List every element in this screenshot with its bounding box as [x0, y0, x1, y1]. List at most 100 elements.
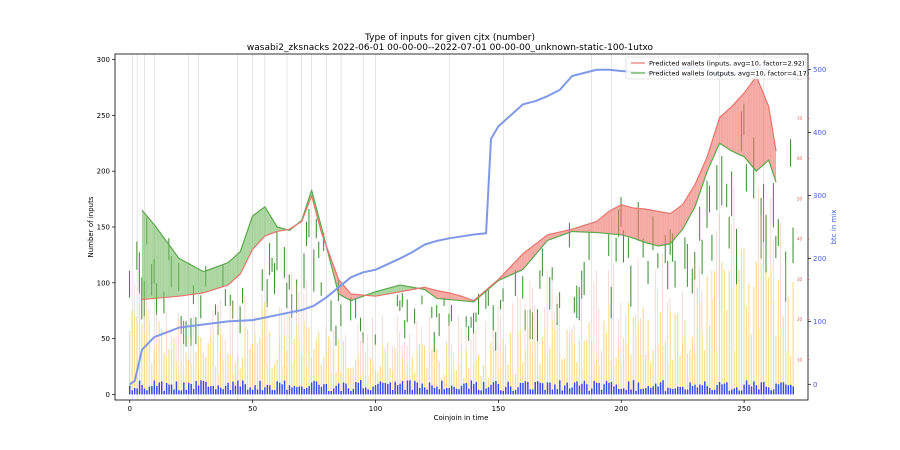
bar-yellow-182	[576, 361, 578, 382]
fill-segment-481	[733, 103, 735, 153]
bar-blue-261	[770, 390, 772, 395]
bar-yellow-211	[647, 319, 649, 387]
fill-segment-414	[650, 210, 652, 245]
bar-pink-22	[183, 319, 184, 369]
fill-segment-421	[659, 211, 661, 246]
fill-segment-454	[699, 170, 702, 193]
bar-yellow-233	[701, 330, 703, 386]
bar-blue-51	[254, 385, 256, 395]
bar-green-269	[790, 139, 792, 167]
bar-green-160	[522, 276, 524, 299]
bar-pink-6	[143, 296, 145, 333]
bar-blue-153	[504, 386, 507, 395]
bar-yellow-51	[254, 334, 256, 386]
bar-yellow-191	[598, 365, 600, 383]
fill-segment-2	[144, 213, 146, 300]
y3-tick-label-6: 70	[797, 116, 803, 121]
fill-segment-196	[382, 289, 385, 295]
fill-segment-512	[771, 121, 773, 172]
bar-blue-120	[423, 387, 426, 395]
bar-yellow-146	[487, 377, 489, 388]
fill-segment-457	[703, 162, 705, 182]
y-tick-label-3: 150	[97, 224, 110, 232]
bar-yellow-189	[593, 363, 595, 381]
bar-yellow-17	[170, 348, 172, 385]
fill-segment-386	[616, 206, 618, 235]
bar-blue-245	[731, 389, 733, 395]
bar-blue-16	[168, 384, 170, 395]
bar-yellow-79	[323, 357, 325, 385]
fill-segment-111	[278, 227, 280, 232]
fill-segment-380	[608, 210, 611, 234]
fill-segment-504	[761, 88, 763, 167]
bar-yellow-220	[669, 309, 671, 389]
bar-blue-46	[242, 380, 244, 395]
fill-segment-197	[384, 289, 386, 295]
fill-segment-209	[398, 285, 401, 292]
bar-blue-13	[160, 381, 163, 395]
bar-blue-249	[740, 390, 743, 395]
bar-blue-72	[305, 387, 308, 395]
fill-segment-259	[460, 295, 462, 301]
bar-blue-39	[224, 385, 227, 395]
bar-blue-223	[677, 386, 679, 395]
bar-yellow-99	[372, 361, 374, 387]
bar-blue-264	[777, 384, 780, 395]
fill-segment-456	[702, 165, 704, 186]
bar-yellow-43	[234, 362, 236, 386]
fill-segment-401	[634, 208, 636, 240]
bar-green-262	[772, 182, 774, 228]
bar-yellow-46	[242, 357, 244, 381]
fill-segment-55	[209, 268, 211, 291]
bar-blue-79	[323, 384, 325, 395]
bar-blue-50	[251, 389, 254, 395]
fill-segment-19	[165, 239, 167, 298]
fill-segment-360	[584, 224, 586, 233]
bar-yellow-107	[391, 370, 394, 390]
bar-blue-49	[249, 387, 251, 395]
fill-segment-381	[610, 210, 612, 234]
bar-blue-231	[696, 387, 699, 395]
bar-yellow-226	[684, 319, 686, 390]
bar-yellow-138	[468, 368, 470, 389]
bar-blue-125	[436, 386, 438, 395]
bar-blue-61	[278, 382, 281, 395]
bar-yellow-247	[735, 255, 738, 388]
bar-pink-158	[517, 296, 519, 333]
fill-segment-63	[219, 265, 221, 288]
bar-yellow-33	[210, 336, 212, 387]
bar-green-35	[215, 304, 217, 315]
bar-yellow-204	[630, 354, 632, 390]
fill-segment-422	[660, 211, 662, 246]
y3-tick-label-1: 20	[797, 317, 803, 322]
fill-segment-87	[248, 222, 251, 257]
fill-segment-200	[387, 288, 390, 294]
bar-blue-45	[239, 386, 242, 395]
bar-blue-81	[328, 390, 330, 395]
fill-segment-437	[678, 206, 681, 234]
fill-segment-173	[354, 294, 356, 300]
bar-green-23	[185, 321, 187, 347]
bar-pink-208	[640, 317, 641, 356]
bar-pink-63	[283, 312, 285, 336]
bar-blue-97	[367, 389, 369, 395]
fill-segment-363	[588, 223, 590, 233]
bar-blue-99	[372, 386, 374, 395]
bar-pink-140	[473, 333, 474, 364]
bar-blue-89	[347, 388, 350, 395]
fill-segment-79	[239, 251, 241, 275]
bar-blue-111	[401, 381, 404, 395]
bar-yellow-135	[460, 346, 462, 386]
bar-yellow-88	[345, 367, 347, 384]
bar-pink-165	[534, 305, 536, 343]
x-tick-label-3: 150	[492, 405, 505, 413]
fill-segment-497	[752, 79, 754, 169]
bar-pink-220	[669, 298, 671, 310]
bar-yellow-3	[136, 323, 138, 389]
bar-green-157	[514, 270, 516, 296]
bar-green-167	[539, 270, 541, 289]
bar-yellow-30	[202, 352, 204, 381]
bar-pink-62	[281, 308, 283, 366]
bar-pink-173	[554, 312, 555, 331]
x-tick-label-2: 100	[369, 405, 382, 413]
